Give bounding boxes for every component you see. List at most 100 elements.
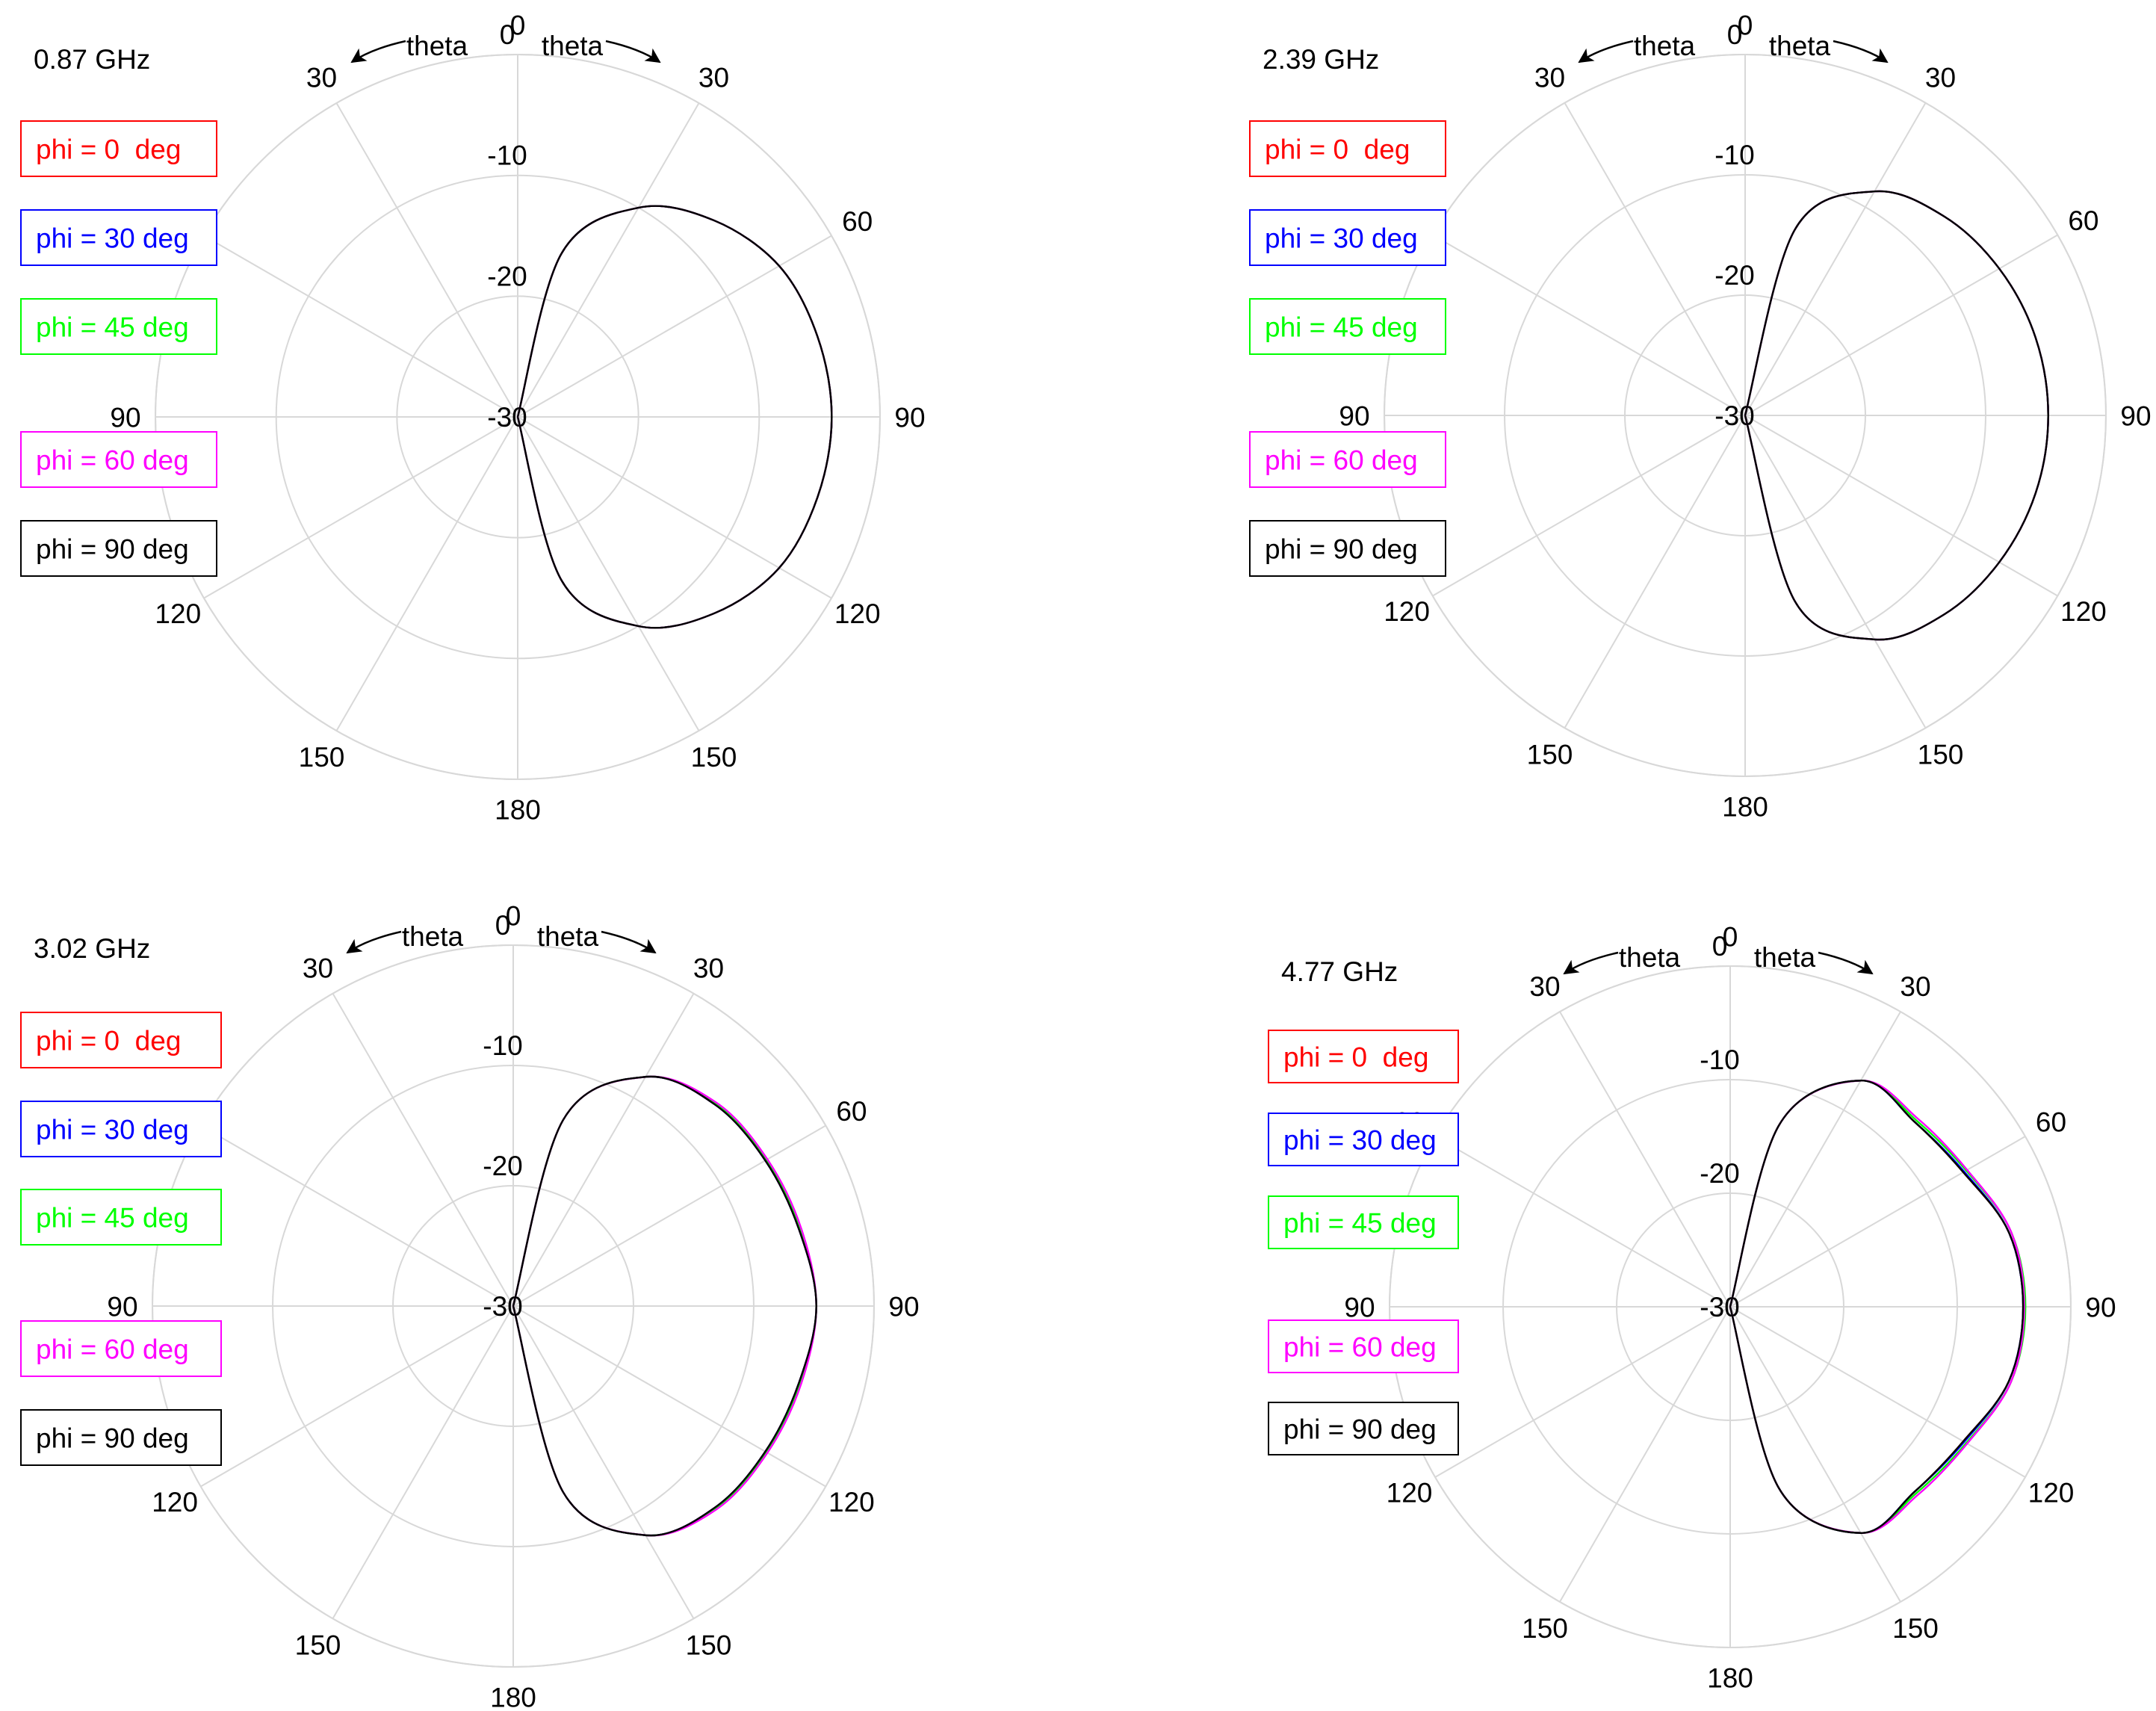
legend-box [20,120,217,177]
theta-direction-label-right: theta [1754,942,1816,973]
angle-tick-label: 120 [155,598,201,629]
grid-spoke [1729,1306,1901,1603]
angle-tick-label: 180 [490,1682,536,1711]
legend-box [1249,431,1446,488]
grid-spoke [1744,415,1927,728]
angle-tick-label: 150 [1892,1613,1939,1644]
angle-tick-label: 150 [295,1630,341,1660]
angle-tick-label: 60 [842,206,873,237]
angle-tick-label: 120 [1384,596,1430,627]
angle-tick-label: 180 [1722,791,1768,822]
legend-box [20,431,217,488]
legend-item: phi = 90 deg [20,520,217,577]
grid-spoke [1432,415,1746,597]
grid-spoke [200,1124,514,1307]
radial-tick-label: -20 [483,1151,522,1181]
angle-tick-label: 150 [1918,739,1964,770]
grid-spoke [1729,1306,2026,1478]
angle-tick-label: 90 [110,402,140,433]
angle-tick-label: 120 [2028,1477,2075,1508]
legend-label: phi = 60 deg [1265,445,1418,475]
series-line-5 [1744,190,2049,641]
radial-tick-label: 0 [495,910,511,941]
radial-tick-label: -20 [1700,1158,1739,1189]
angle-tick-label: 150 [1527,739,1573,770]
legend-label: phi = 30 deg [36,1114,189,1145]
radial-tick-label: 0 [1727,19,1743,50]
radial-tick-label: 0 [1712,931,1728,962]
chart-title: 3.02 GHz [34,933,150,964]
legend-label: phi = 30 deg [1283,1124,1437,1155]
legend-item: phi = 30 deg [1268,1113,1459,1166]
angle-tick-label: 150 [1522,1613,1568,1644]
grid-spoke [200,1305,514,1488]
polar-chart-2: 03030606090901201201501501800-10-20-30th… [20,900,920,1711]
theta-arrow-left [346,930,402,954]
angle-tick-label: 0 [1738,10,1753,40]
angle-tick-label: 30 [1900,971,1930,1002]
angle-tick-label: 90 [894,402,925,433]
legend-item: phi = 60 deg [20,431,217,488]
series-line-5 [1729,1080,2025,1534]
legend-box [20,520,217,577]
legend-box [1268,1402,1459,1455]
grid-spoke [203,416,518,599]
grid-spoke [1432,234,1746,416]
angle-tick-label: 180 [1707,1662,1753,1693]
angle-tick-label: 30 [303,953,333,983]
theta-arrow-right [601,930,657,954]
theta-direction-label-left: theta [1634,31,1696,61]
chart-title: 0.87 GHz [34,44,150,75]
angle-tick-label: 120 [1387,1477,1433,1508]
angle-tick-label: 60 [2036,1107,2066,1137]
grid-spoke [1729,1011,1901,1308]
legend-label: phi = 45 deg [36,1202,189,1233]
grid-spoke [1744,234,2058,416]
theta-direction-label-left: theta [1619,942,1681,973]
legend-box [20,1409,222,1466]
legend-box [1249,298,1446,355]
angle-tick-label: 30 [1529,971,1560,1002]
legend-label: phi = 30 deg [36,223,189,253]
series-line-5 [512,1075,817,1537]
legend-label: phi = 45 deg [36,312,189,342]
theta-direction-label-left: theta [402,921,464,952]
theta-direction-label-right: theta [1769,31,1831,61]
grid-spoke [1744,102,1927,416]
grid-spoke [512,1124,826,1307]
series-line-5 [516,205,833,629]
angle-tick-label: 90 [107,1291,137,1322]
legend-item: phi = 90 deg [1268,1402,1459,1455]
legend-item: phi = 45 deg [1249,298,1446,355]
theta-arrow-left [1578,40,1634,64]
theta-direction-label-right: theta [542,31,604,61]
chart-title: 4.77 GHz [1281,956,1398,987]
legend-item: phi = 0 deg [1249,120,1446,177]
chart-title: 2.39 GHz [1263,44,1379,75]
angle-tick-label: 120 [152,1487,198,1517]
radial-tick-label: -10 [483,1030,522,1061]
grid-spoke [1559,1011,1731,1308]
angle-tick-label: 150 [691,742,737,773]
grid-spoke [517,416,832,599]
angle-tick-label: 0 [506,900,521,931]
polar-grid [1389,965,2072,1648]
angle-tick-label: 60 [836,1096,867,1127]
legend-box [20,1012,222,1068]
legend-label: phi = 90 deg [1283,1414,1437,1444]
grid-spoke [1729,1136,2026,1308]
legend-item: phi = 90 deg [1249,520,1446,577]
theta-direction-label-right: theta [537,921,599,952]
radial-tick-label: -20 [1714,260,1754,291]
legend-label: phi = 90 deg [36,1423,189,1453]
legend-item: phi = 90 deg [20,1409,222,1466]
angle-tick-label: 120 [828,1487,875,1517]
radial-tick-label: 0 [500,19,515,50]
legend-box [1249,520,1446,577]
legend-label: phi = 0 deg [1283,1042,1428,1072]
legend-label: phi = 0 deg [1265,134,1410,164]
legend-box [20,1101,222,1157]
legend-label: phi = 30 deg [1265,223,1418,253]
legend-label: phi = 90 deg [36,533,189,564]
